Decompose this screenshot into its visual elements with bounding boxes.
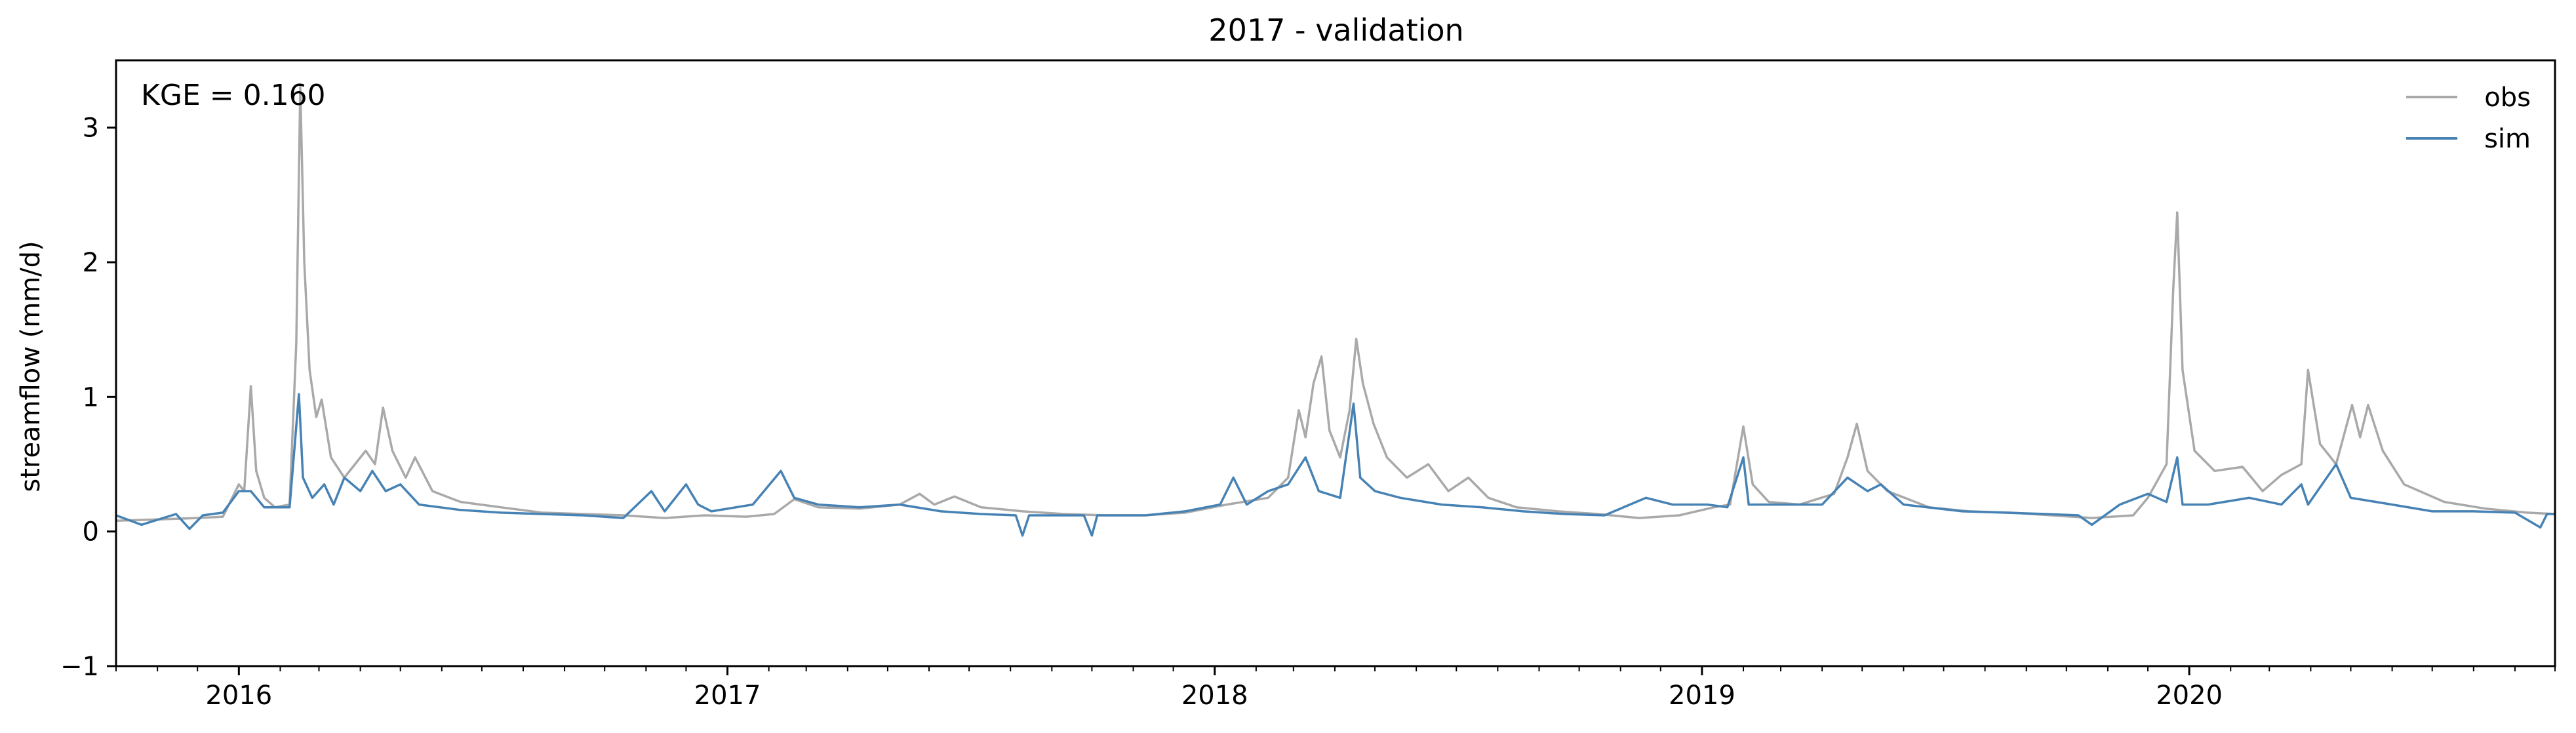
y-tick-label: 2 [83, 248, 99, 278]
legend: obs sim [2406, 83, 2531, 154]
legend-label-obs: obs [2484, 83, 2531, 113]
y-tick-label: 0 [83, 517, 99, 547]
y-tick-label: 3 [83, 113, 99, 144]
x-tick-label: 2016 [205, 681, 272, 711]
y-axis: −1 0 1 2 3 [60, 113, 116, 682]
x-tick-label: 2020 [2156, 681, 2223, 711]
x-tick-label: 2018 [1181, 681, 1248, 711]
y-tick-label: −1 [60, 652, 99, 682]
kge-annotation: KGE = 0.160 [141, 79, 326, 112]
legend-label-sim: sim [2484, 124, 2531, 154]
x-tick-label: 2017 [694, 681, 761, 711]
y-axis-label: streamflow (mm/d) [16, 241, 46, 492]
x-tick-label: 2019 [1669, 681, 1735, 711]
plot-area [115, 59, 2556, 667]
y-tick-label: 1 [83, 382, 99, 412]
chart-title: 2017 - validation [1208, 12, 1463, 48]
x-axis: 2016 2017 2018 2019 2020 [115, 666, 2556, 711]
plot-frame [115, 59, 2556, 667]
series-line-obs [115, 86, 2556, 522]
series-line-sim [115, 393, 2555, 537]
series-layer [115, 86, 2556, 537]
